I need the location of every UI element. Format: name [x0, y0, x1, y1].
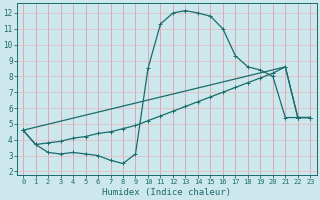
X-axis label: Humidex (Indice chaleur): Humidex (Indice chaleur): [102, 188, 231, 197]
